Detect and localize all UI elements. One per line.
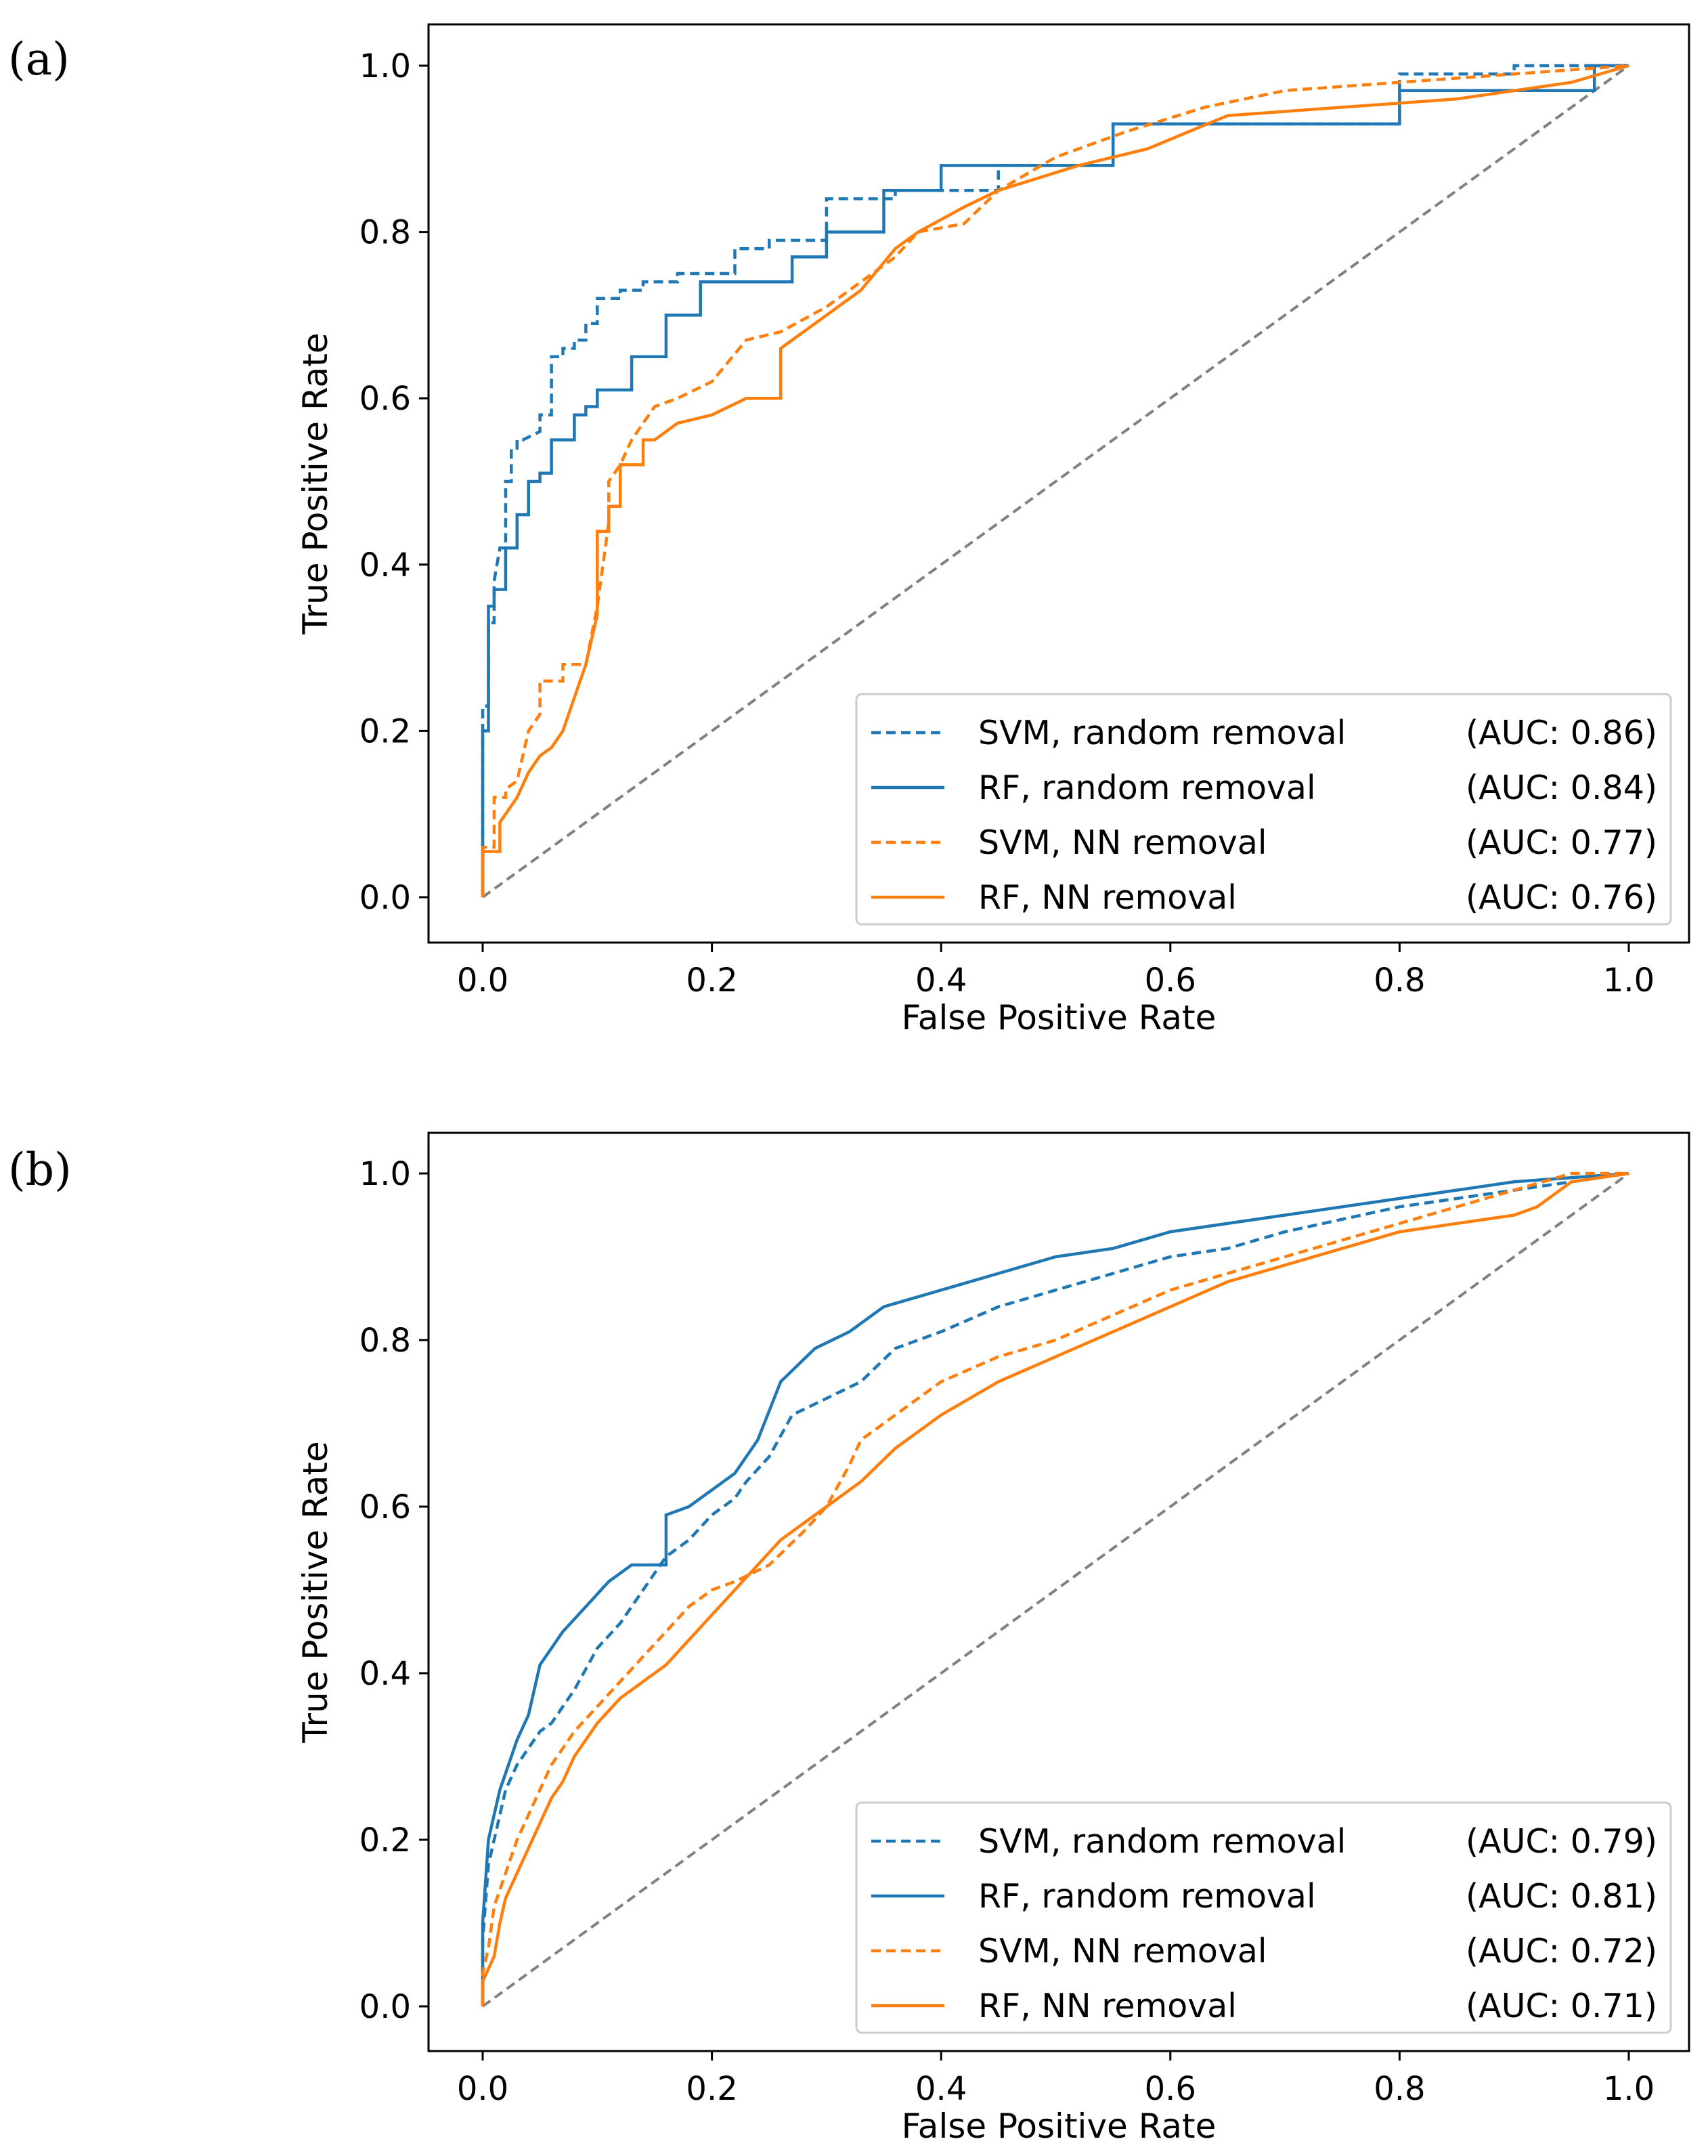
y-tick-label: 0.2 — [359, 1821, 411, 1859]
y-tick-label: 0.2 — [359, 712, 411, 750]
legend-entry-name: RF, NN removal — [978, 1987, 1237, 2025]
legend: SVM, random removal (AUC: 0.79) RF, random… — [855, 1801, 1672, 2034]
legend-entry-name: RF, random removal — [978, 1877, 1316, 1916]
y-axis-label: True Positive Rate — [296, 1441, 335, 1743]
y-tick-label: 1.0 — [359, 47, 411, 85]
legend-entry-name: SVM, random removal — [978, 714, 1346, 752]
x-tick-label: 1.0 — [1603, 962, 1655, 999]
x-tick-label: 0.4 — [915, 2070, 967, 2108]
legend: SVM, random removal (AUC: 0.86) RF, random… — [855, 693, 1672, 926]
reference-diagonal-line — [481, 1172, 1630, 2008]
y-tick-label: 0.0 — [359, 1988, 411, 2026]
y-tick-label: 0.8 — [359, 1322, 411, 1360]
y-tick-label: 0.6 — [359, 1488, 411, 1526]
reference-diagonal-line — [481, 64, 1630, 899]
legend-entry-auc: (AUC: 0.86) — [1466, 714, 1657, 752]
legend-box — [855, 693, 1672, 926]
x-tick-label: 0.0 — [457, 2070, 508, 2108]
y-tick-label: 1.0 — [359, 1155, 411, 1193]
x-tick-label: 0.0 — [457, 962, 508, 999]
x-axis-label: False Positive Rate — [902, 2107, 1217, 2146]
y-tick-label: 0.4 — [359, 1655, 411, 1693]
panel-label: (b) — [8, 1144, 72, 1196]
y-tick-label: 0.4 — [359, 546, 411, 584]
legend-entry-name: RF, random removal — [978, 769, 1316, 807]
legend-entry-auc: (AUC: 0.71) — [1466, 1987, 1657, 2025]
x-tick-label: 0.6 — [1145, 2070, 1196, 2108]
series-line-rf-nn-removal — [481, 64, 1629, 897]
x-tick-label: 1.0 — [1603, 2070, 1655, 2108]
series-line-rf-random-removal — [481, 64, 1629, 897]
x-tick-label: 0.2 — [686, 2070, 737, 2108]
y-tick-label: 0.0 — [359, 879, 411, 917]
chart-panel-b: (b) 0.0 0.2 0.4 0.6 0.8 1.0 0.0 0.2 0.4 0.6 0.8 1.0 F… — [8, 1131, 1690, 2146]
legend-entry-auc: (AUC: 0.76) — [1466, 878, 1657, 917]
legend-entry-name: SVM, NN removal — [978, 823, 1267, 862]
y-axis-label: True Positive Rate — [296, 332, 335, 634]
legend-entry-auc: (AUC: 0.79) — [1466, 1822, 1657, 1861]
chart-panel-a: (a) 0.0 0.2 0.4 0.6 0.8 1.0 0.0 0.2 0.4 0.6 0.8 1.0 F… — [8, 23, 1690, 1037]
legend-entry-auc: (AUC: 0.81) — [1466, 1877, 1657, 1916]
panel-label: (a) — [8, 33, 70, 85]
legend-entry-auc: (AUC: 0.72) — [1466, 1932, 1657, 1970]
y-tick-label: 0.6 — [359, 380, 411, 418]
plot-frame — [427, 23, 1690, 944]
y-tick-label: 0.8 — [359, 214, 411, 252]
series-line-svm-nn-removal — [481, 1171, 1629, 2006]
x-axis-label: False Positive Rate — [902, 998, 1217, 1037]
x-tick-label: 0.2 — [686, 962, 737, 999]
plot-frame — [427, 1131, 1690, 2052]
legend-entry-name: SVM, random removal — [978, 1822, 1346, 1861]
series-line-rf-nn-removal — [481, 1171, 1629, 2006]
legend-entry-auc: (AUC: 0.77) — [1466, 823, 1657, 862]
legend-entry-name: SVM, NN removal — [978, 1932, 1267, 1970]
series-line-rf-random-removal — [481, 1171, 1629, 2006]
x-tick-label: 0.4 — [915, 962, 967, 999]
x-tick-label: 0.6 — [1145, 962, 1196, 999]
x-tick-label: 0.8 — [1374, 962, 1425, 999]
legend-entry-name: RF, NN removal — [978, 878, 1237, 917]
legend-box — [855, 1801, 1672, 2034]
legend-entry-auc: (AUC: 0.84) — [1466, 769, 1657, 807]
x-tick-label: 0.8 — [1374, 2070, 1425, 2108]
